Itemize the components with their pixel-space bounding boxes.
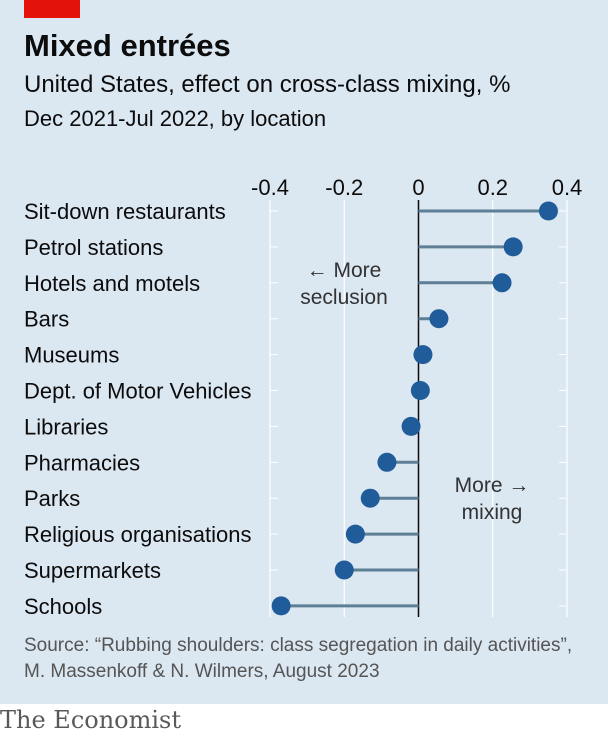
brand-tag xyxy=(24,0,80,18)
category-label: Supermarkets xyxy=(24,558,161,583)
category-label: Petrol stations xyxy=(24,235,163,260)
category-label: Dept. of Motor Vehicles xyxy=(24,379,251,404)
x-tick-label: 0 xyxy=(412,175,424,200)
category-label: Libraries xyxy=(24,414,108,439)
x-tick-label: 0.4 xyxy=(552,175,583,200)
value-dot xyxy=(271,596,291,616)
value-dot xyxy=(429,309,449,329)
chart-subtitle: United States, effect on cross-class mix… xyxy=(24,71,511,98)
value-dot xyxy=(401,416,421,436)
annotation-more-seclusion: ← More xyxy=(307,259,382,282)
x-tick-label: 0.2 xyxy=(477,175,508,200)
value-dot xyxy=(492,273,512,293)
chart-panel: Mixed entrées United States, effect on c… xyxy=(0,0,608,704)
annotation-more-mixing: More → xyxy=(455,474,530,497)
dot-plot: -0.4 -0.2 0 0.2 0.4 Sit-down restaurants Petr… xyxy=(24,175,583,619)
source-note: Source: “Rubbing shoulders: class segreg… xyxy=(24,635,573,682)
value-dot xyxy=(360,488,380,508)
annotation-more-seclusion: seclusion xyxy=(300,286,388,309)
value-dot xyxy=(413,345,433,365)
category-label: Museums xyxy=(24,343,119,368)
value-dot xyxy=(538,201,558,221)
chart-title: Mixed entrées xyxy=(24,28,231,63)
value-dot xyxy=(345,524,365,544)
value-dot xyxy=(503,237,523,257)
category-label: Pharmacies xyxy=(24,450,140,475)
category-label: Religious organisations xyxy=(24,522,251,547)
category-label: Schools xyxy=(24,594,102,619)
category-label: Sit-down restaurants xyxy=(24,199,226,224)
value-dot xyxy=(377,452,397,472)
chart-date-range: Dec 2021-Jul 2022, by location xyxy=(24,106,327,131)
x-tick-label: -0.4 xyxy=(251,175,289,200)
value-dot xyxy=(410,381,430,400)
category-label: Parks xyxy=(24,486,80,511)
annotation-more-mixing: mixing xyxy=(462,501,523,524)
x-tick-label: -0.2 xyxy=(325,175,363,200)
value-dot xyxy=(334,560,354,580)
publisher-logo: The Economist xyxy=(0,706,182,734)
category-label: Bars xyxy=(24,307,69,332)
category-label: Hotels and motels xyxy=(24,271,200,296)
